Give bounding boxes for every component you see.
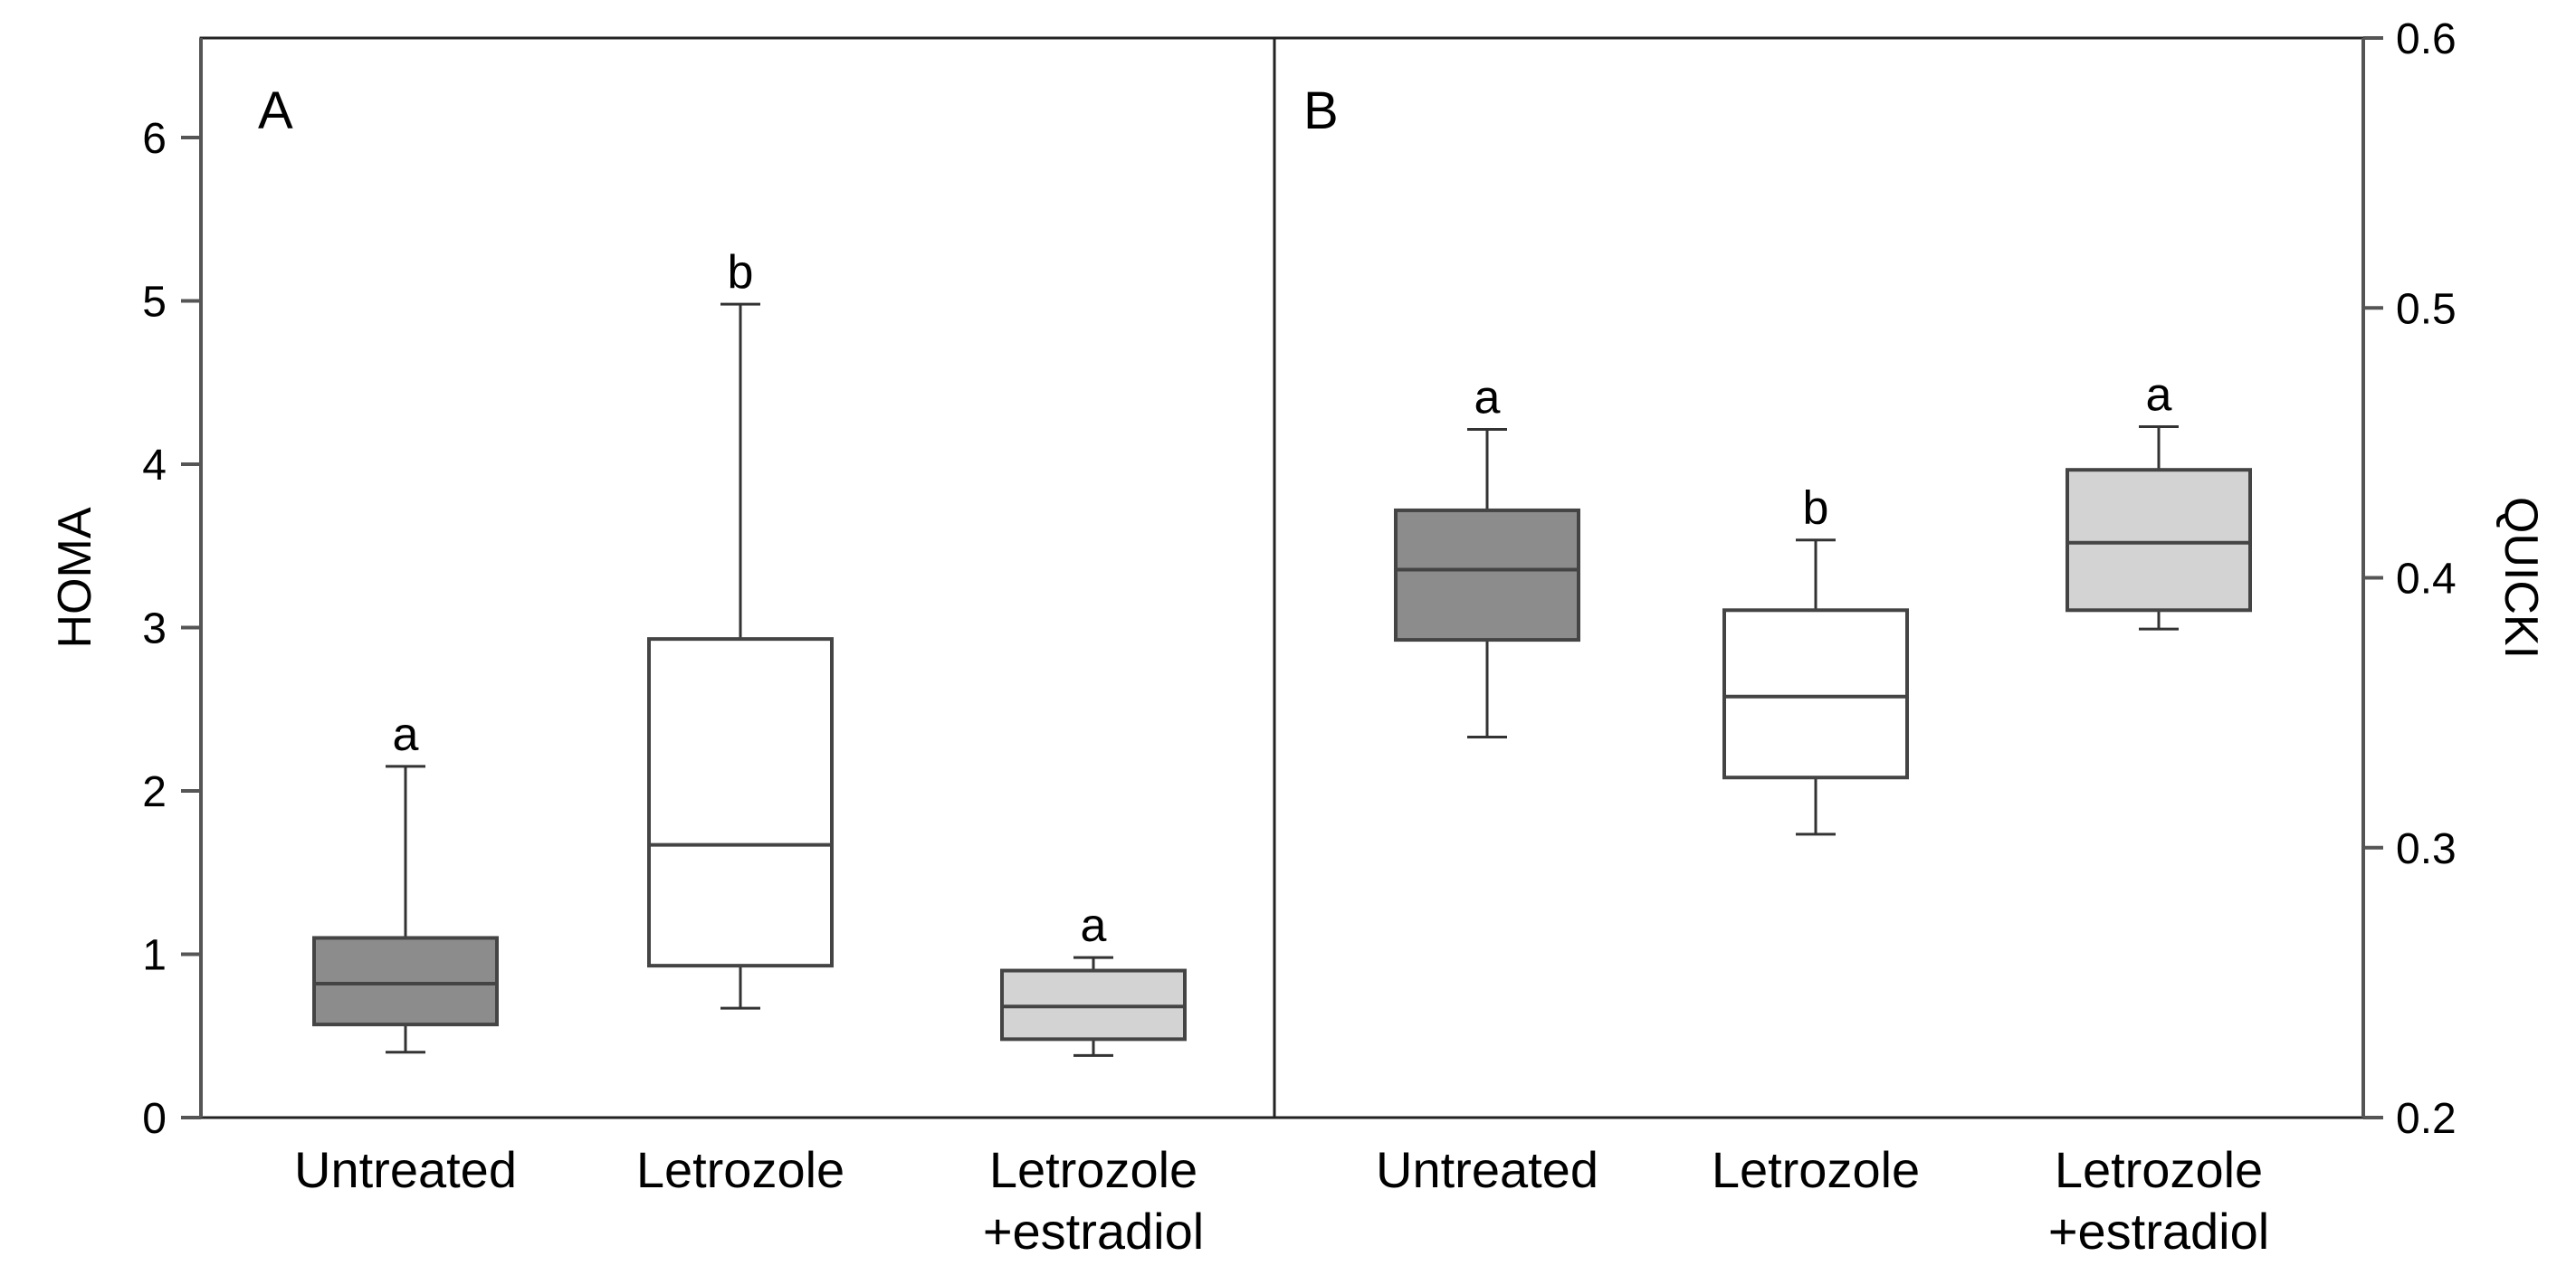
significance-label: b <box>728 246 754 299</box>
category-label: Letrozole <box>636 1141 844 1198</box>
category-label: Letrozole <box>2055 1141 2263 1198</box>
significance-label: a <box>2146 368 2172 421</box>
y-tick-label: 0.3 <box>2396 825 2457 873</box>
box-2 <box>647 637 834 968</box>
box-3 <box>2066 468 2252 613</box>
y-tick-label: 5 <box>142 279 167 327</box>
category-label: Letrozole <box>989 1141 1197 1198</box>
y-tick-label: 0.6 <box>2396 15 2457 63</box>
category-label: +estradiol <box>983 1203 1204 1260</box>
y-tick-label: 1 <box>142 932 167 980</box>
category-label: Untreated <box>294 1141 517 1198</box>
y-axis-label: HOMA <box>49 507 101 648</box>
significance-label: a <box>1474 371 1501 424</box>
significance-label: b <box>1803 482 1829 535</box>
y-axis-label: QUICKI <box>2495 497 2547 659</box>
y-tick-label: 0.4 <box>2396 556 2457 604</box>
y-tick-label: 0.5 <box>2396 285 2457 333</box>
box-1 <box>1394 508 1580 642</box>
category-label: Untreated <box>1376 1141 1598 1198</box>
significance-label: a <box>393 709 419 761</box>
box-2 <box>1722 608 1909 780</box>
panel-letter: B <box>1303 81 1339 140</box>
category-label: +estradiol <box>2048 1203 2269 1260</box>
y-tick-label: 6 <box>142 115 167 163</box>
y-tick-label: 2 <box>142 768 167 816</box>
y-tick-label: 0.2 <box>2396 1095 2457 1143</box>
panel-letter: A <box>258 81 293 140</box>
y-tick-label: 0 <box>142 1095 167 1143</box>
box-1 <box>312 936 499 1027</box>
y-tick-label: 3 <box>142 605 167 653</box>
y-tick-label: 4 <box>142 442 167 490</box>
category-label: Letrozole <box>1712 1141 1920 1198</box>
significance-label: a <box>1081 900 1107 952</box>
